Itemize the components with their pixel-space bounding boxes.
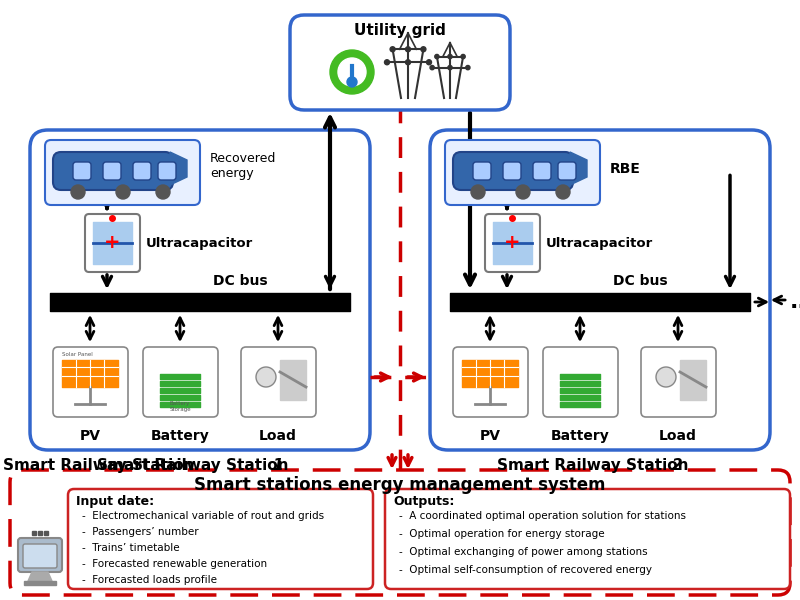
Circle shape — [406, 47, 410, 52]
FancyBboxPatch shape — [85, 214, 140, 272]
FancyBboxPatch shape — [158, 162, 176, 180]
FancyBboxPatch shape — [73, 162, 91, 180]
Text: Smart Railway Station: Smart Railway Station — [497, 458, 694, 473]
Circle shape — [116, 185, 130, 199]
Circle shape — [385, 60, 390, 65]
Text: Battery
Storage: Battery Storage — [169, 401, 191, 412]
Text: Smart stations energy management system: Smart stations energy management system — [194, 476, 606, 494]
FancyBboxPatch shape — [23, 544, 57, 568]
Text: RBE: RBE — [610, 162, 641, 176]
Text: -  Optimal exchanging of power among stations: - Optimal exchanging of power among stat… — [399, 547, 648, 557]
Polygon shape — [680, 360, 706, 400]
Text: 2: 2 — [672, 458, 682, 473]
FancyBboxPatch shape — [45, 140, 200, 205]
FancyBboxPatch shape — [53, 152, 173, 190]
Text: 1: 1 — [272, 458, 282, 473]
Text: -  Forecasted loads profile: - Forecasted loads profile — [82, 575, 217, 585]
Circle shape — [347, 77, 357, 87]
Polygon shape — [280, 360, 306, 400]
Circle shape — [656, 367, 676, 387]
Polygon shape — [570, 152, 587, 185]
Circle shape — [448, 55, 452, 59]
FancyBboxPatch shape — [133, 162, 151, 180]
FancyBboxPatch shape — [558, 162, 576, 180]
Text: Smart Railway Station: Smart Railway Station — [3, 458, 200, 473]
Text: Battery: Battery — [150, 429, 210, 443]
Text: Solar Panel: Solar Panel — [62, 352, 93, 357]
FancyBboxPatch shape — [30, 130, 370, 450]
Circle shape — [421, 47, 426, 52]
Circle shape — [256, 367, 276, 387]
Circle shape — [390, 47, 395, 52]
FancyBboxPatch shape — [53, 347, 128, 417]
Text: Load: Load — [259, 429, 297, 443]
Polygon shape — [28, 572, 52, 581]
Text: PV: PV — [79, 429, 101, 443]
Circle shape — [426, 60, 431, 65]
Circle shape — [71, 185, 85, 199]
Text: Input date:: Input date: — [76, 495, 154, 508]
Circle shape — [516, 185, 530, 199]
FancyBboxPatch shape — [533, 162, 551, 180]
Circle shape — [338, 58, 366, 86]
Circle shape — [466, 65, 470, 70]
Text: Recovered
energy: Recovered energy — [210, 152, 276, 180]
FancyBboxPatch shape — [103, 162, 121, 180]
FancyBboxPatch shape — [10, 470, 790, 595]
FancyBboxPatch shape — [241, 347, 316, 417]
FancyBboxPatch shape — [68, 489, 373, 589]
Text: -  Forecasted renewable generation: - Forecasted renewable generation — [82, 559, 267, 569]
Polygon shape — [24, 581, 56, 585]
Text: Ultracapacitor: Ultracapacitor — [146, 236, 254, 250]
Text: +: + — [104, 233, 120, 253]
FancyBboxPatch shape — [485, 214, 540, 272]
Text: -  Optimal self-consumption of recovered energy: - Optimal self-consumption of recovered … — [399, 565, 652, 575]
FancyBboxPatch shape — [473, 162, 491, 180]
FancyBboxPatch shape — [453, 152, 573, 190]
Text: Outputs:: Outputs: — [393, 495, 454, 508]
Polygon shape — [170, 152, 187, 185]
Circle shape — [471, 185, 485, 199]
FancyBboxPatch shape — [453, 347, 528, 417]
Text: -  A coordinated optimal operation solution for stations: - A coordinated optimal operation soluti… — [399, 511, 686, 521]
Circle shape — [406, 60, 410, 65]
FancyBboxPatch shape — [641, 347, 716, 417]
Circle shape — [434, 55, 439, 59]
Circle shape — [461, 55, 466, 59]
Text: -  Optimal operation for energy storage: - Optimal operation for energy storage — [399, 529, 605, 539]
Text: +: + — [504, 233, 520, 253]
Text: -  Electromechanical variable of rout and grids: - Electromechanical variable of rout and… — [82, 511, 324, 521]
Circle shape — [330, 50, 374, 94]
Circle shape — [156, 185, 170, 199]
FancyBboxPatch shape — [543, 347, 618, 417]
Text: Battery: Battery — [550, 429, 610, 443]
FancyBboxPatch shape — [143, 347, 218, 417]
Text: Utility grid: Utility grid — [354, 23, 446, 38]
Text: Load: Load — [659, 429, 697, 443]
FancyBboxPatch shape — [430, 130, 770, 450]
Text: DC bus: DC bus — [214, 274, 268, 288]
FancyBboxPatch shape — [18, 538, 62, 572]
Circle shape — [556, 185, 570, 199]
Text: -  Passengers’ number: - Passengers’ number — [82, 527, 198, 537]
Text: PV: PV — [479, 429, 501, 443]
Text: -  Trains’ timetable: - Trains’ timetable — [82, 543, 180, 553]
FancyBboxPatch shape — [503, 162, 521, 180]
FancyBboxPatch shape — [385, 489, 790, 589]
FancyBboxPatch shape — [445, 140, 600, 205]
Circle shape — [430, 65, 434, 70]
FancyBboxPatch shape — [290, 15, 510, 110]
Text: Smart Railway Station: Smart Railway Station — [97, 458, 294, 473]
Circle shape — [448, 65, 452, 70]
Text: ...: ... — [790, 292, 800, 312]
Text: DC bus: DC bus — [614, 274, 668, 288]
Text: Ultracapacitor: Ultracapacitor — [546, 236, 654, 250]
